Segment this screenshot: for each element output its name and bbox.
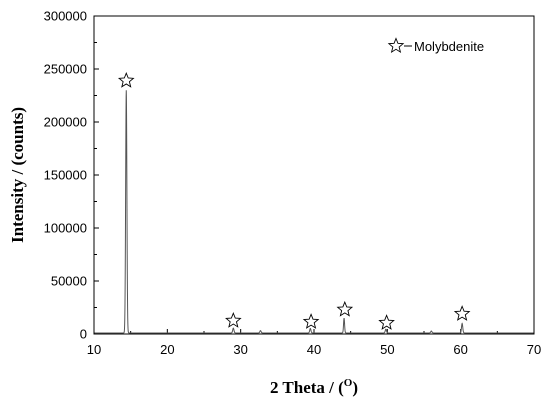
x-tick-label: 20	[160, 342, 174, 357]
y-tick-label: 100000	[44, 221, 87, 236]
x-axis-title-main: 2 Theta / (	[270, 378, 344, 397]
peak-markers	[117, 71, 471, 330]
x-tick-label: 30	[233, 342, 247, 357]
star-marker-icon	[302, 313, 320, 329]
x-tick-label: 50	[380, 342, 394, 357]
star-marker-icon	[453, 305, 471, 321]
y-tick-label: 300000	[44, 9, 87, 24]
star-marker-icon	[336, 300, 354, 317]
x-axis-title-superscript: O	[344, 377, 353, 389]
legend-star-icon	[387, 37, 405, 54]
x-tick-label: 60	[453, 342, 467, 357]
y-tick-label: 250000	[44, 62, 87, 77]
star-marker-icon	[225, 312, 242, 328]
y-tick-label: 200000	[44, 115, 87, 130]
star-marker-icon	[117, 71, 135, 88]
y-tick-label: 0	[80, 327, 87, 342]
x-tick-label: 10	[87, 342, 101, 357]
y-tick-label: 50000	[51, 274, 87, 289]
x-axis-title-suffix: )	[352, 378, 358, 397]
legend: Molybdenite	[387, 37, 484, 54]
x-axis-title: 2 Theta / (O)	[270, 377, 358, 397]
legend-label: Molybdenite	[414, 39, 484, 54]
y-tick-label: 150000	[44, 168, 87, 183]
spectrum-line	[94, 90, 534, 334]
y-tick-labels: 0 50000 100000 150000 200000 250000 300000	[44, 9, 87, 342]
x-tick-label: 40	[307, 342, 321, 357]
axis-ticks	[93, 15, 535, 335]
star-marker-icon	[378, 314, 395, 330]
plot-frame	[93, 15, 535, 335]
x-tick-labels: 10 20 30 40 50 60 70	[87, 342, 541, 357]
x-tick-label: 70	[527, 342, 541, 357]
y-axis-title: Intensity / (counts)	[8, 107, 27, 243]
